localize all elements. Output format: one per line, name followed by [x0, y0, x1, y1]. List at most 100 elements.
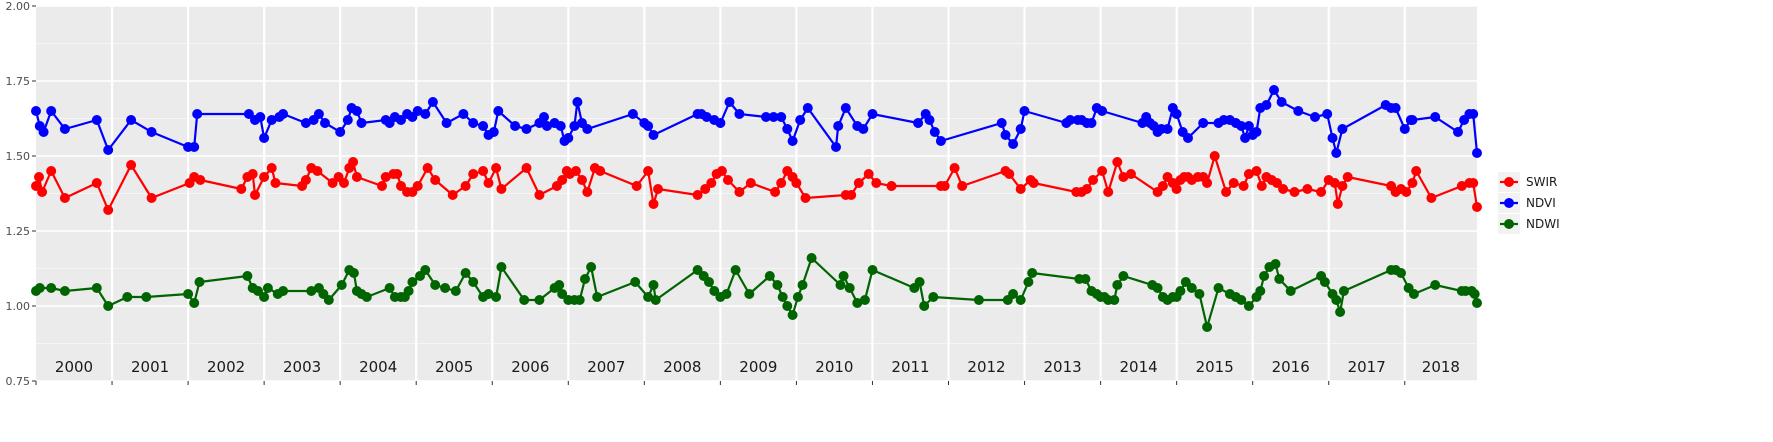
swir-point — [1238, 181, 1249, 191]
ndvi-point — [563, 133, 574, 143]
year-dividers — [110, 6, 1406, 381]
ndwi-point — [1186, 283, 1197, 293]
ndvi-point — [734, 109, 745, 119]
ndvi-point — [356, 118, 367, 128]
ndvi-point — [572, 97, 583, 107]
series-swir — [31, 151, 1482, 215]
ndwi-point — [407, 277, 418, 287]
swir-point — [37, 187, 48, 197]
swir-point — [430, 175, 441, 185]
ndvi-point — [1337, 124, 1348, 134]
year-labels: 2000 2001 2002 2003 2004 2005 2006 2007 2008 2009… — [55, 358, 1460, 376]
ndvi-point — [126, 115, 137, 125]
ndvi-point — [38, 127, 49, 137]
ndvi-point — [1293, 106, 1304, 116]
ndwi-point — [450, 286, 461, 296]
ndwi-point — [838, 271, 849, 281]
ndvi-point — [396, 115, 406, 125]
ndwi-point — [262, 283, 273, 293]
swir-point — [460, 181, 471, 191]
ndvi-point — [787, 136, 798, 146]
swir-point — [1221, 187, 1232, 197]
year-label: 2014 — [1120, 358, 1158, 376]
ndwi-point — [1118, 271, 1129, 281]
swir-point — [478, 166, 489, 176]
year-label: 2004 — [359, 358, 397, 376]
ndwi-point — [1335, 307, 1346, 317]
legend-key-point — [1504, 219, 1514, 229]
ndwi-point — [1285, 286, 1296, 296]
swir-point — [957, 181, 968, 191]
ndvi-point — [278, 109, 289, 119]
ndvi-point — [555, 121, 566, 131]
ndwi-point — [1274, 274, 1285, 284]
ndvi-point — [761, 112, 771, 122]
swir-point — [1251, 166, 1262, 176]
swir-point — [300, 175, 311, 185]
year-label: 2018 — [1422, 358, 1460, 376]
swir-point — [468, 169, 479, 179]
ndvi-point — [1240, 133, 1251, 143]
ndwi-point — [1430, 280, 1441, 290]
ndvi-point — [996, 118, 1007, 128]
ndvi-point — [335, 127, 346, 137]
ndvi-point — [858, 124, 869, 134]
swir-point — [259, 172, 270, 182]
ndvi-point — [782, 124, 793, 134]
ndvi-point — [1310, 112, 1320, 122]
swir-point — [1118, 172, 1129, 182]
swir-point — [380, 172, 391, 182]
ndwi-point — [744, 289, 755, 299]
ndvi-point — [1322, 109, 1333, 119]
ndwi-point — [1023, 277, 1034, 287]
ndvi-point — [1251, 127, 1262, 137]
y-tick-label: 2.00 — [6, 0, 31, 13]
swir-point — [1332, 199, 1343, 209]
legend-label: NDVI — [1526, 196, 1556, 210]
swir-point — [247, 169, 258, 179]
ndwi-point — [242, 271, 253, 281]
swir-point — [377, 181, 387, 191]
ndvi-point — [1198, 118, 1209, 128]
ndwi-point — [91, 283, 102, 293]
ndwi-point — [403, 286, 414, 296]
swir-point — [557, 175, 568, 185]
ndwi-point — [1152, 283, 1163, 293]
swir-point — [348, 157, 359, 167]
ndvi-point — [701, 112, 712, 122]
ndwi-point — [692, 265, 703, 275]
series-ndvi — [31, 85, 1482, 158]
ndvi-point — [412, 106, 423, 116]
ndwi-point — [835, 280, 846, 290]
year-label: 2000 — [55, 358, 93, 376]
swir-point — [653, 184, 663, 194]
year-label: 2006 — [511, 358, 549, 376]
ndvi-point — [802, 103, 813, 113]
ndvi-point — [1162, 124, 1173, 134]
ndwi-point — [496, 262, 507, 272]
ndvi-point — [427, 97, 438, 107]
swir-point — [706, 178, 717, 188]
swir-point — [1426, 193, 1437, 203]
ndwi-point — [483, 289, 494, 299]
swir-point — [1202, 178, 1213, 188]
swir-point — [577, 175, 587, 185]
ndwi-point — [1319, 277, 1330, 287]
ndwi-point — [648, 280, 659, 290]
ndwi-point — [1213, 283, 1224, 293]
ndwi-point — [440, 283, 451, 293]
ndwi-point — [867, 265, 878, 275]
ndwi-point — [384, 283, 395, 293]
ndwi-point — [859, 295, 870, 305]
ndvi-point — [768, 112, 779, 122]
ndvi-point — [627, 109, 638, 119]
ndwi-point — [709, 286, 720, 296]
ndwi-point — [1396, 268, 1406, 278]
swir-point — [1004, 169, 1015, 179]
ndwi-point — [323, 295, 334, 305]
ndvi-point — [300, 118, 311, 128]
swir-point — [59, 193, 70, 203]
ndwi-point — [730, 265, 741, 275]
ndwi-point — [650, 295, 661, 305]
